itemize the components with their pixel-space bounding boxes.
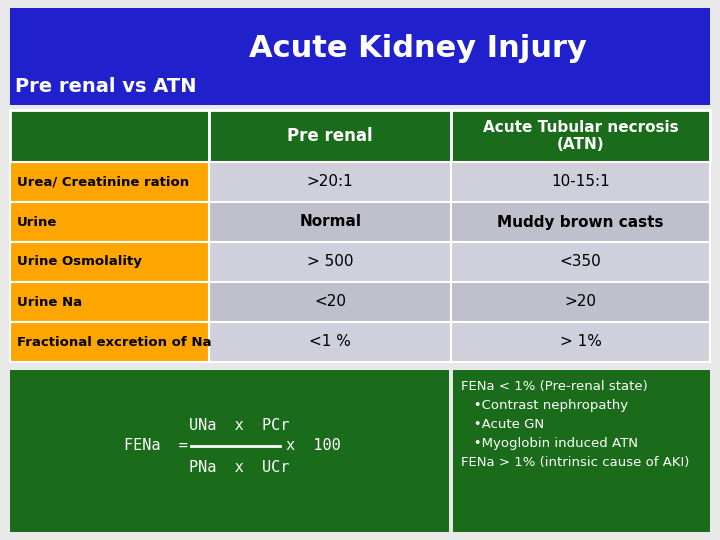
Text: <20: <20	[314, 294, 346, 309]
Text: Urea/ Creatinine ration: Urea/ Creatinine ration	[17, 176, 189, 188]
FancyBboxPatch shape	[210, 242, 451, 282]
FancyBboxPatch shape	[451, 242, 710, 282]
FancyBboxPatch shape	[451, 282, 710, 322]
Text: Urine Osmolality: Urine Osmolality	[17, 255, 142, 268]
Text: •Myoglobin induced ATN: •Myoglobin induced ATN	[461, 437, 638, 450]
FancyBboxPatch shape	[10, 162, 210, 202]
FancyBboxPatch shape	[451, 322, 710, 362]
FancyBboxPatch shape	[451, 202, 710, 242]
Text: >20: >20	[564, 294, 596, 309]
FancyBboxPatch shape	[210, 282, 451, 322]
FancyBboxPatch shape	[10, 242, 210, 282]
Text: Acute Kidney Injury: Acute Kidney Injury	[248, 34, 587, 63]
Text: Acute Tubular necrosis
(ATN): Acute Tubular necrosis (ATN)	[482, 120, 678, 152]
Text: > 1%: > 1%	[559, 334, 601, 349]
FancyBboxPatch shape	[10, 282, 210, 322]
Text: PNa  x  UCr: PNa x UCr	[189, 461, 289, 476]
Text: •Contrast nephropathy: •Contrast nephropathy	[461, 399, 628, 412]
FancyBboxPatch shape	[210, 110, 451, 162]
FancyBboxPatch shape	[10, 8, 710, 105]
FancyBboxPatch shape	[451, 162, 710, 202]
Text: >20:1: >20:1	[307, 174, 354, 190]
FancyBboxPatch shape	[451, 110, 710, 162]
Text: <350: <350	[559, 254, 601, 269]
FancyBboxPatch shape	[210, 162, 451, 202]
Text: UNa  x  PCr: UNa x PCr	[189, 417, 289, 433]
Text: •Acute GN: •Acute GN	[461, 418, 544, 431]
Text: FENa < 1% (Pre-renal state): FENa < 1% (Pre-renal state)	[461, 380, 648, 393]
Text: Muddy brown casts: Muddy brown casts	[498, 214, 664, 230]
FancyBboxPatch shape	[453, 370, 710, 532]
Text: x  100: x 100	[286, 438, 341, 454]
Text: > 500: > 500	[307, 254, 354, 269]
Text: 10-15:1: 10-15:1	[551, 174, 610, 190]
Text: Pre renal vs ATN: Pre renal vs ATN	[15, 78, 197, 97]
FancyBboxPatch shape	[10, 370, 449, 532]
FancyBboxPatch shape	[10, 110, 210, 162]
FancyBboxPatch shape	[210, 322, 451, 362]
FancyBboxPatch shape	[10, 202, 210, 242]
FancyBboxPatch shape	[210, 202, 451, 242]
Text: Normal: Normal	[300, 214, 361, 230]
Text: Urine: Urine	[17, 215, 58, 228]
Text: Urine Na: Urine Na	[17, 295, 82, 308]
Text: FENa > 1% (intrinsic cause of AKI): FENa > 1% (intrinsic cause of AKI)	[461, 456, 689, 469]
Text: <1 %: <1 %	[310, 334, 351, 349]
Text: Fractional excretion of Na: Fractional excretion of Na	[17, 335, 212, 348]
Text: Pre renal: Pre renal	[287, 127, 373, 145]
Text: FENa  =: FENa =	[124, 438, 187, 454]
FancyBboxPatch shape	[10, 322, 210, 362]
